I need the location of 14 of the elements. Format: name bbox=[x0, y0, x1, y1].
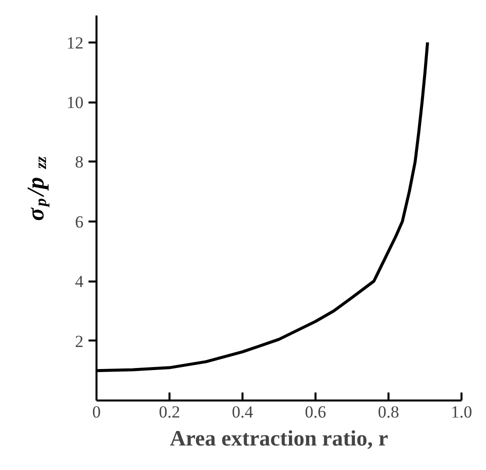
x-tick-label: 0.6 bbox=[304, 402, 326, 422]
y-tick-label: 6 bbox=[75, 212, 84, 232]
y-tick-label: 8 bbox=[75, 152, 84, 172]
x-tick-label: 0 bbox=[92, 402, 101, 422]
y-tick-label: 12 bbox=[66, 33, 84, 52]
x-tick-label: 0.8 bbox=[378, 402, 400, 422]
y-tick-label: 10 bbox=[66, 93, 84, 112]
x-tick-label: 0.4 bbox=[232, 402, 254, 422]
x-tick-label: 1.0 bbox=[450, 402, 472, 422]
x-tick-label: 0.2 bbox=[158, 402, 180, 422]
y-tick-label: 4 bbox=[75, 272, 84, 292]
x-axis-title: Area extraction ratio, r bbox=[170, 426, 388, 450]
y-axis-title: σp/pzz bbox=[24, 156, 50, 221]
y-tick-label: 2 bbox=[75, 332, 84, 351]
